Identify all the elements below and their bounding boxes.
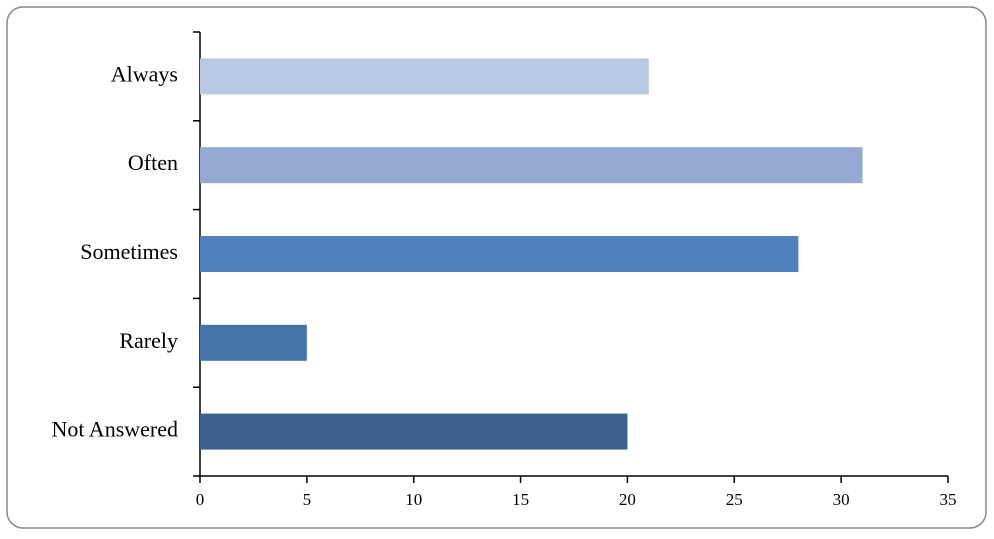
- x-tick-label: 35: [940, 490, 957, 509]
- x-tick-label: 25: [726, 490, 743, 509]
- y-tick-label: Often: [128, 150, 178, 175]
- y-tick-label: Sometimes: [80, 239, 178, 264]
- y-tick-label: Always: [111, 61, 178, 86]
- bar: [200, 236, 799, 272]
- x-tick-label: 5: [303, 490, 312, 509]
- x-tick-label: 30: [833, 490, 850, 509]
- x-tick-label: 20: [619, 490, 636, 509]
- bar: [200, 58, 649, 95]
- bar: [200, 413, 628, 450]
- x-tick-label: 15: [512, 490, 529, 509]
- bar: [200, 324, 307, 361]
- y-tick-label: Not Answered: [52, 417, 178, 442]
- x-tick-label: 0: [196, 490, 205, 509]
- bar: [200, 147, 863, 184]
- x-tick-label: 10: [405, 490, 422, 509]
- y-tick-label: Rarely: [119, 328, 178, 353]
